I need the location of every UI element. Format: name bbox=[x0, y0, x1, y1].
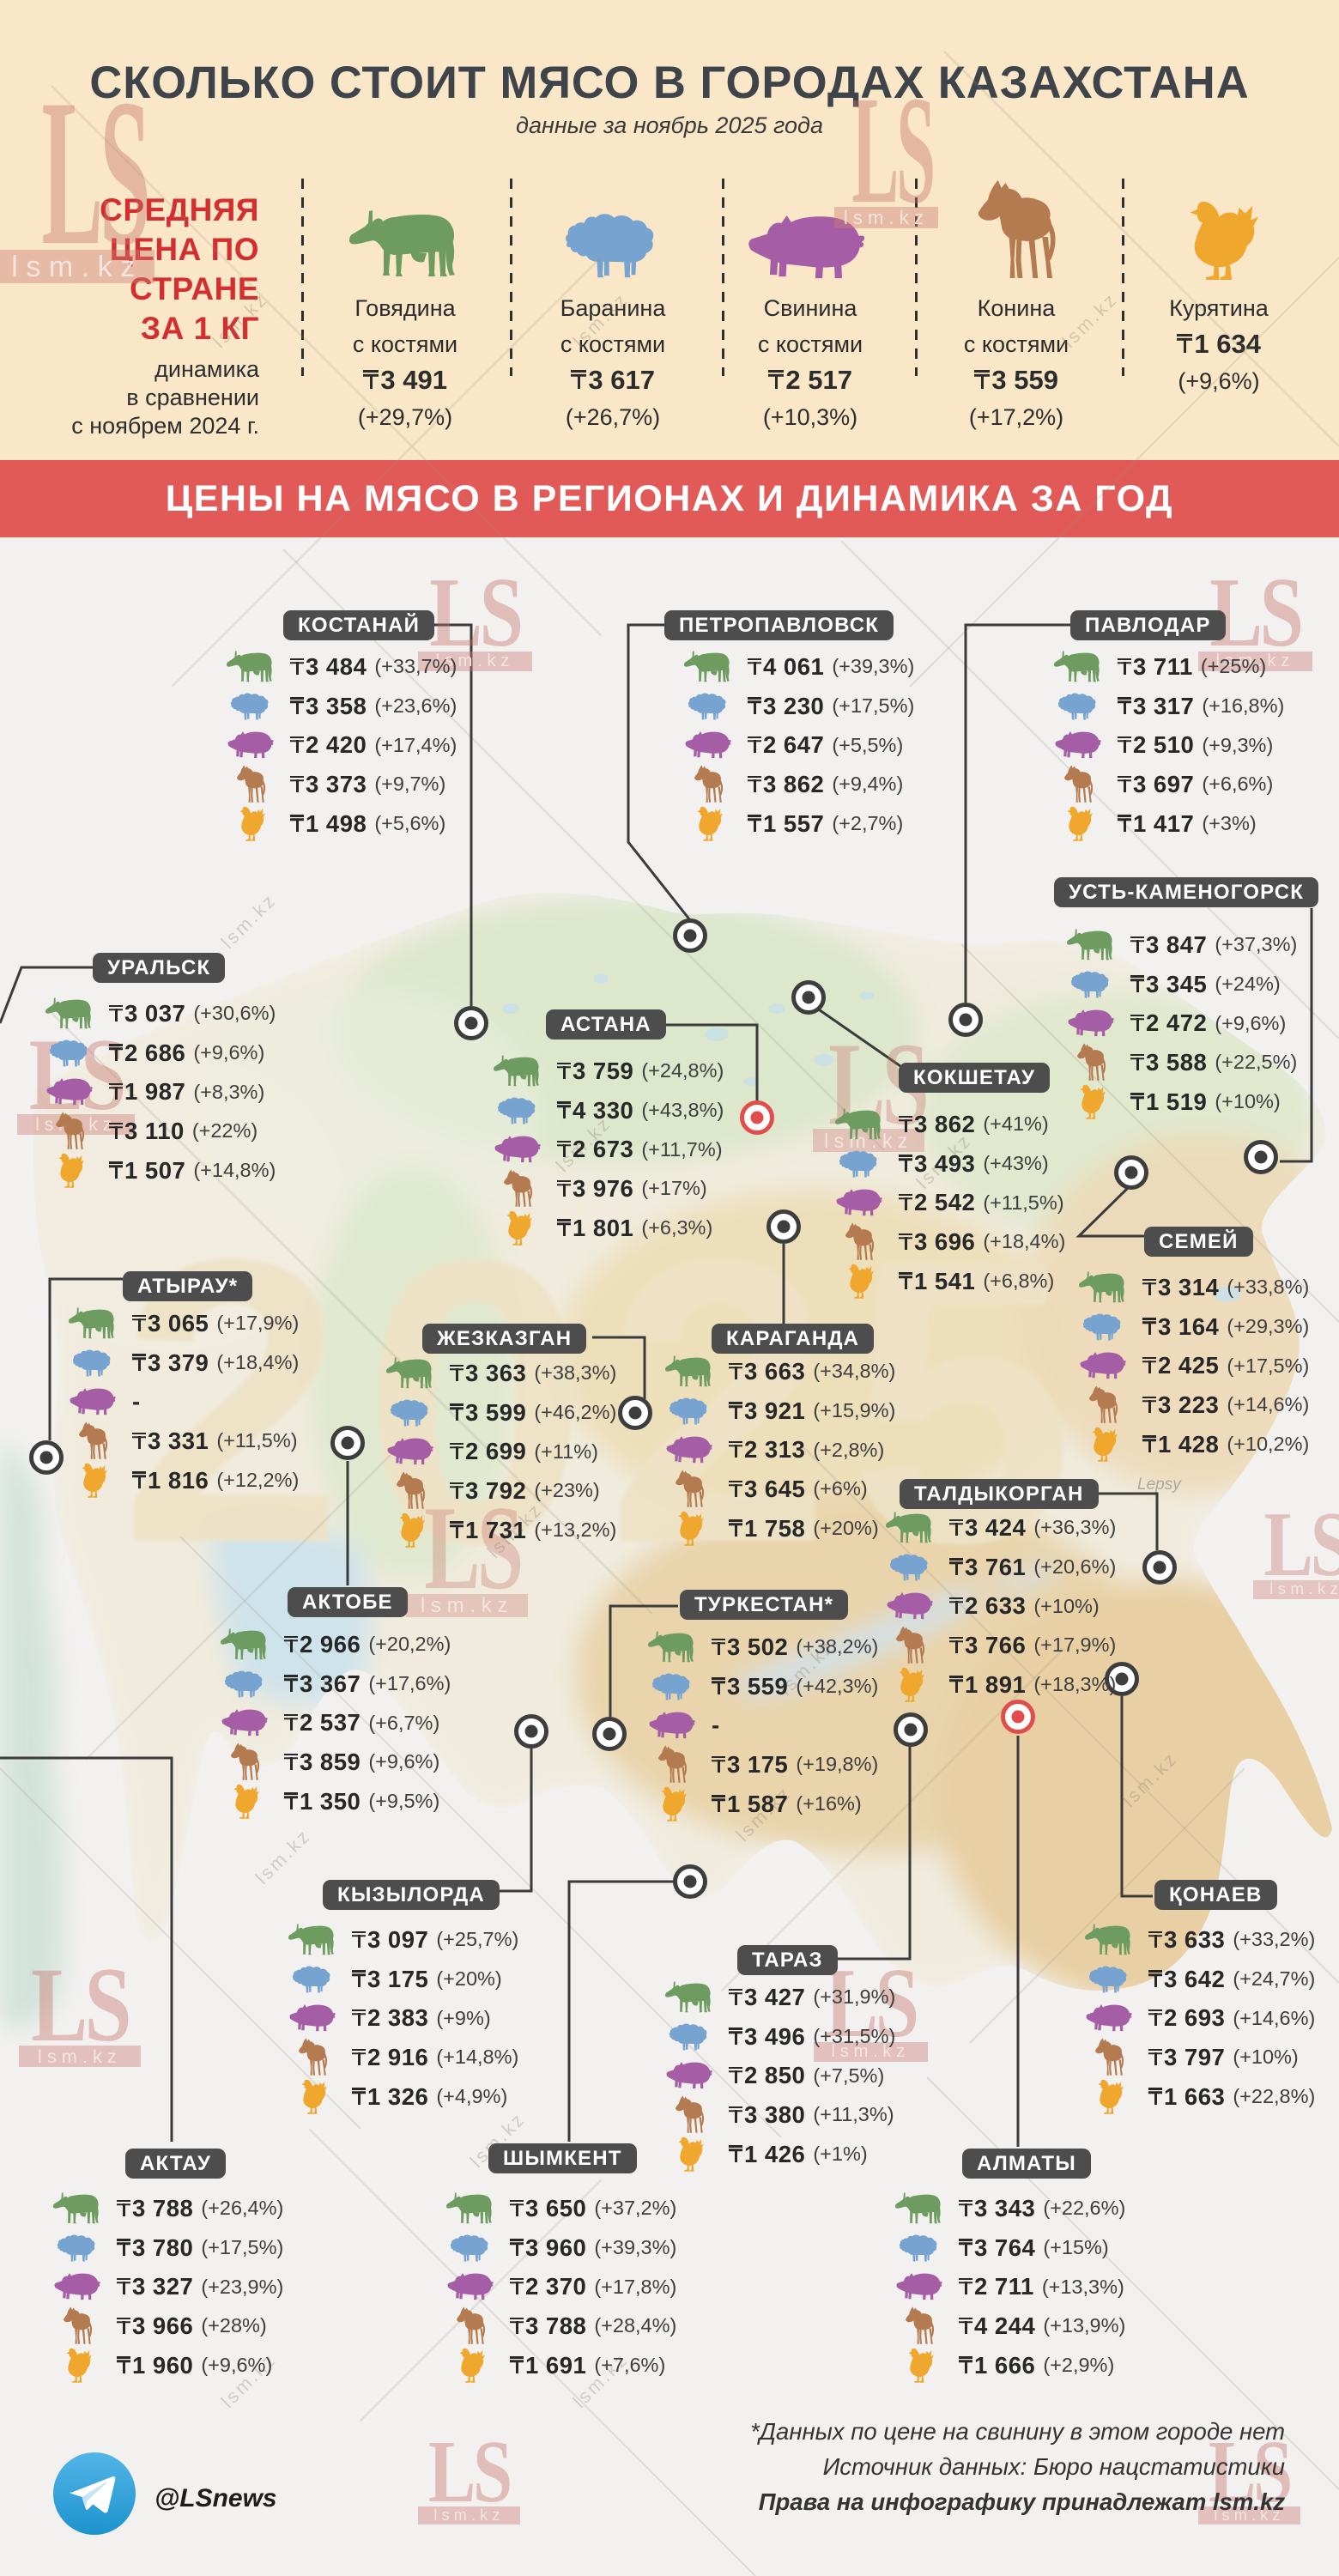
svg-text:Lepsy: Lepsy bbox=[1137, 1476, 1182, 1494]
svg-text:2025: 2025 bbox=[120, 1176, 1094, 1627]
